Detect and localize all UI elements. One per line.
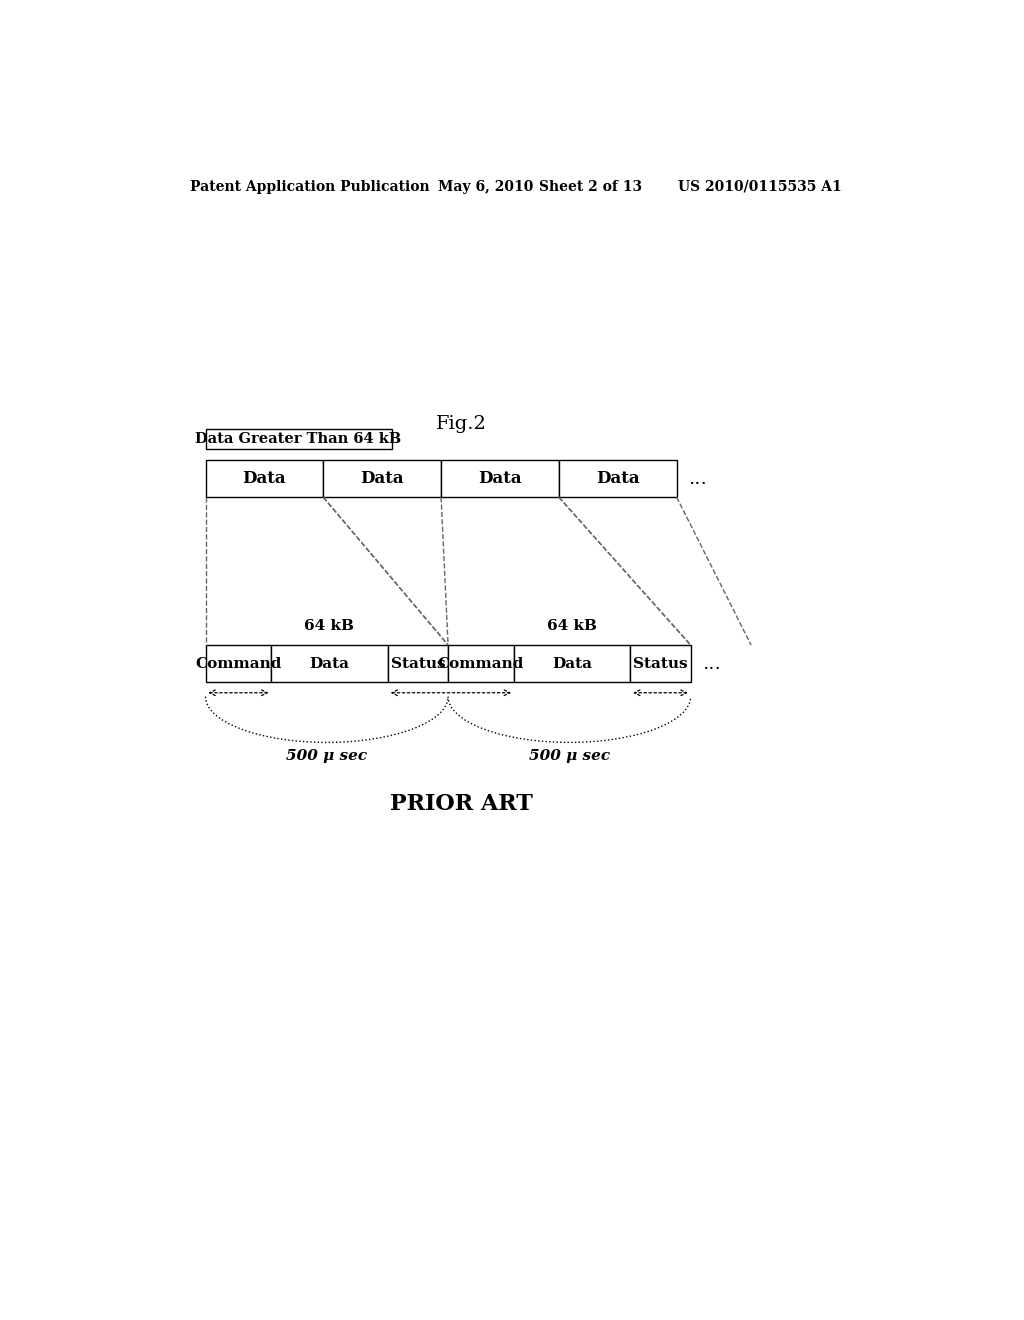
Text: 64 kB: 64 kB	[304, 619, 354, 634]
Text: Data: Data	[243, 470, 287, 487]
FancyBboxPatch shape	[559, 461, 677, 498]
Text: PRIOR ART: PRIOR ART	[390, 793, 532, 814]
Text: 64 kB: 64 kB	[547, 619, 597, 634]
Text: Command: Command	[438, 656, 524, 671]
FancyBboxPatch shape	[206, 461, 324, 498]
FancyBboxPatch shape	[388, 645, 449, 682]
Text: 500 μ sec: 500 μ sec	[528, 748, 610, 763]
Text: US 2010/0115535 A1: US 2010/0115535 A1	[678, 180, 842, 194]
Text: ...: ...	[688, 470, 708, 487]
Text: Patent Application Publication: Patent Application Publication	[190, 180, 430, 194]
Text: Data: Data	[552, 656, 592, 671]
FancyBboxPatch shape	[324, 461, 441, 498]
FancyBboxPatch shape	[630, 645, 690, 682]
Text: Data: Data	[360, 470, 404, 487]
FancyBboxPatch shape	[449, 645, 514, 682]
Text: May 6, 2010: May 6, 2010	[438, 180, 534, 194]
Text: Fig.2: Fig.2	[436, 414, 486, 433]
Text: Status: Status	[390, 656, 445, 671]
Text: Data Greater Than 64 kB: Data Greater Than 64 kB	[196, 433, 401, 446]
Text: Command: Command	[196, 656, 282, 671]
Text: Sheet 2 of 13: Sheet 2 of 13	[539, 180, 642, 194]
Text: 500 μ sec: 500 μ sec	[287, 748, 368, 763]
FancyBboxPatch shape	[514, 645, 630, 682]
Text: Data: Data	[309, 656, 349, 671]
Text: ...: ...	[702, 655, 721, 672]
Text: Data: Data	[596, 470, 640, 487]
FancyBboxPatch shape	[441, 461, 559, 498]
FancyBboxPatch shape	[271, 645, 388, 682]
FancyBboxPatch shape	[206, 645, 271, 682]
FancyBboxPatch shape	[206, 429, 391, 449]
Text: Status: Status	[633, 656, 688, 671]
Text: Data: Data	[478, 470, 522, 487]
